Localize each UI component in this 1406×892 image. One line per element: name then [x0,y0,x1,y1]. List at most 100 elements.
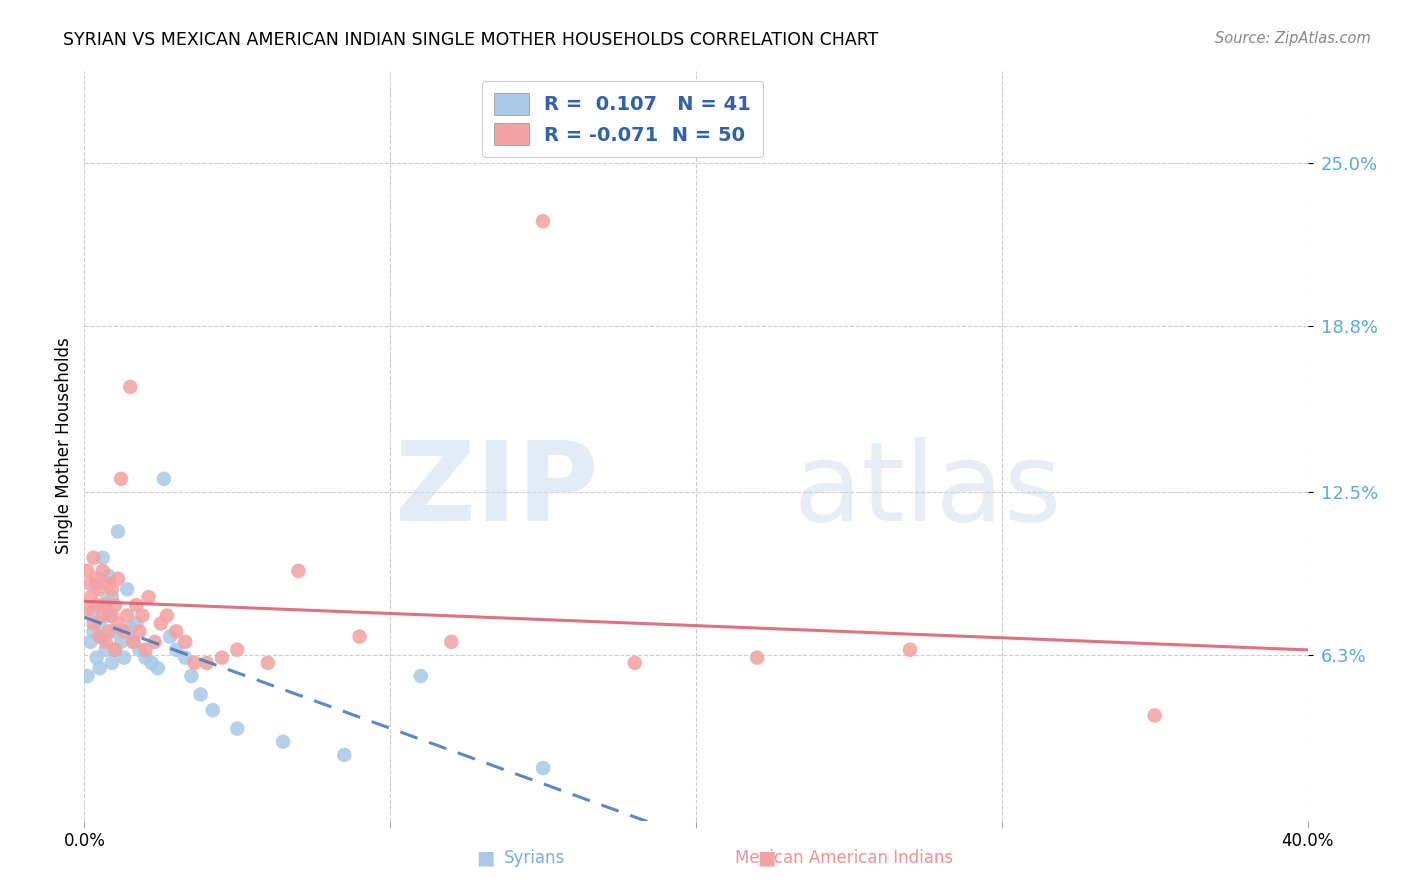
Point [91,630,114,644]
Point [107,524,129,539]
Point [94,598,117,612]
Point [440,635,463,649]
Point [120,380,142,394]
Point [531,761,554,775]
Point [97,608,120,623]
Point [135,642,157,657]
Point [97,577,120,591]
Point [125,616,148,631]
Point [747,650,769,665]
Point [89,661,111,675]
Point [349,630,371,644]
Point [138,590,160,604]
Point [226,722,249,736]
Point [131,608,153,623]
Point [83,624,105,639]
Point [101,608,124,623]
Text: ■: ■ [756,848,776,867]
Point [79,590,101,604]
Point [107,572,129,586]
Point [86,572,108,586]
Point [333,747,356,762]
Point [107,616,129,631]
Text: Mexican American Indians: Mexican American Indians [734,849,953,867]
Point [94,635,117,649]
Point [79,577,101,591]
Point [94,595,117,609]
Text: ■: ■ [475,848,495,867]
Point [86,650,108,665]
Text: ZIP: ZIP [395,437,598,544]
Point [153,472,176,486]
Point [91,564,114,578]
Point [135,650,157,665]
Point [91,608,114,623]
Text: SYRIAN VS MEXICAN AMERICAN INDIAN SINGLE MOTHER HOUSEHOLDS CORRELATION CHART: SYRIAN VS MEXICAN AMERICAN INDIAN SINGLE… [63,31,879,49]
Point [201,703,224,717]
Point [104,642,127,657]
Point [271,735,294,749]
Text: atlas: atlas [794,437,1063,544]
Point [97,569,120,583]
Point [89,582,111,597]
Point [165,624,187,639]
Point [101,582,124,597]
Point [120,622,142,636]
Point [83,616,105,631]
Point [190,688,212,702]
Point [156,608,179,623]
Point [226,642,249,657]
Point [211,650,233,665]
Point [89,616,111,631]
Text: Source: ZipAtlas.com: Source: ZipAtlas.com [1215,31,1371,46]
Point [183,656,205,670]
Point [180,669,202,683]
Point [89,630,111,644]
Point [101,656,124,670]
Point [86,577,108,591]
Point [83,550,105,565]
Point [76,564,98,578]
Point [165,642,187,657]
Point [122,635,145,649]
Point [531,214,554,228]
Point [104,642,127,657]
Point [110,635,132,649]
Point [141,656,163,670]
Point [146,661,169,675]
Point [409,669,432,683]
Point [149,616,172,631]
Point [195,656,218,670]
Point [128,642,150,657]
Point [125,598,148,612]
Point [128,624,150,639]
Point [91,550,114,565]
Point [159,630,181,644]
Point [1143,708,1166,723]
Text: Syrians: Syrians [503,849,565,867]
Point [101,590,124,604]
Point [110,472,132,486]
Point [257,656,280,670]
Point [76,603,98,617]
Point [97,624,120,639]
Point [83,603,105,617]
Point [174,635,197,649]
Legend: R =  0.107   N = 41, R = -0.071  N = 50: R = 0.107 N = 41, R = -0.071 N = 50 [482,81,763,157]
Point [79,635,101,649]
Point [115,582,138,597]
Point [94,642,117,657]
Point [174,650,197,665]
Point [122,635,145,649]
Point [104,624,127,639]
Point [76,669,98,683]
Point [898,642,921,657]
Y-axis label: Single Mother Households: Single Mother Households [55,338,73,554]
Point [112,624,135,639]
Point [104,598,127,612]
Point [143,635,166,649]
Point [112,650,135,665]
Point [624,656,647,670]
Point [86,598,108,612]
Point [287,564,309,578]
